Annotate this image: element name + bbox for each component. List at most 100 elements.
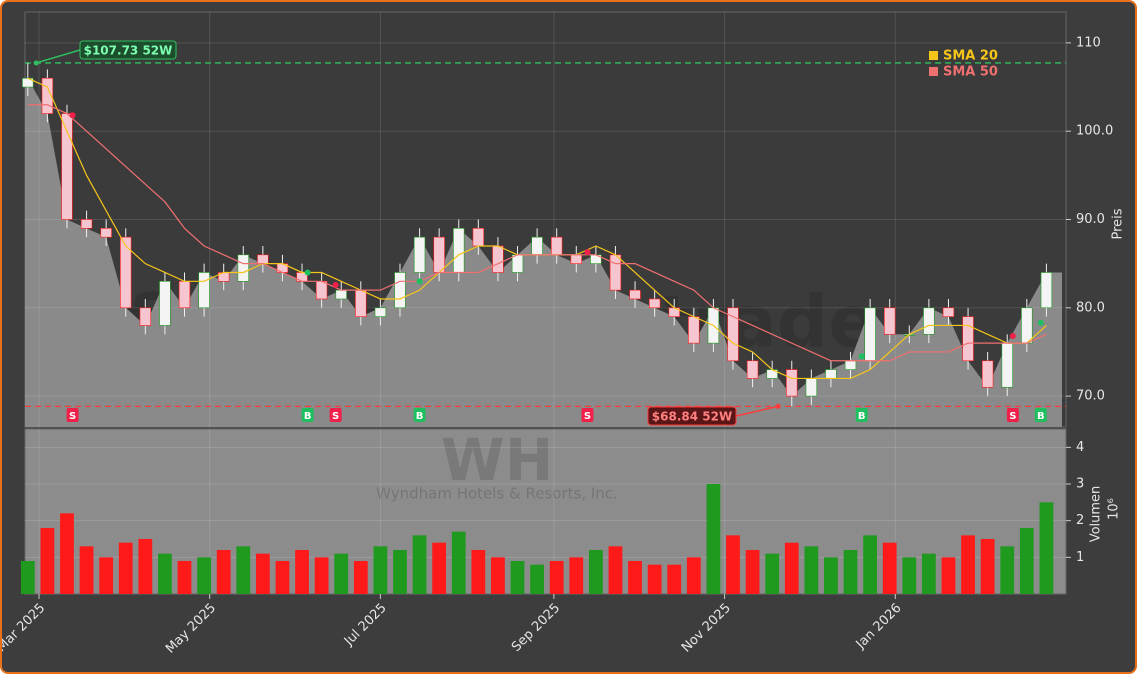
candle-body bbox=[648, 298, 661, 309]
candle-body bbox=[570, 254, 582, 264]
y-tick-label: 110 bbox=[1076, 35, 1101, 50]
volume-bar bbox=[158, 553, 172, 594]
arrow-head bbox=[775, 403, 781, 409]
signal-badge bbox=[413, 408, 426, 422]
annotation-arrow bbox=[35, 49, 81, 64]
candle-body bbox=[139, 307, 152, 326]
volume-bar bbox=[79, 546, 94, 594]
volume-bar bbox=[138, 539, 153, 594]
volume-bar bbox=[804, 546, 819, 594]
price-area bbox=[25, 78, 1062, 428]
candle-body bbox=[198, 272, 210, 309]
volume-bar bbox=[471, 550, 486, 594]
volume-bar bbox=[980, 539, 995, 594]
candle-body bbox=[923, 307, 935, 335]
candle-body bbox=[746, 360, 759, 379]
volume-bar bbox=[314, 557, 329, 594]
y-tick-label: 70.0 bbox=[1076, 389, 1105, 404]
volume-bar bbox=[843, 550, 858, 594]
legend-swatch bbox=[929, 67, 938, 76]
candle-body bbox=[472, 228, 485, 247]
y-axis-label: Preis bbox=[1111, 208, 1126, 239]
y-tick-label: 90.0 bbox=[1076, 212, 1105, 227]
annotation-box bbox=[647, 406, 737, 426]
signal-badge bbox=[329, 408, 342, 422]
volume-bar bbox=[921, 553, 936, 594]
x-tick-label: Sep 2025 bbox=[509, 601, 563, 655]
volume-bar bbox=[99, 557, 114, 594]
candle-body bbox=[962, 316, 974, 362]
x-tick-label: Jan 2026 bbox=[853, 601, 905, 653]
volume-bar bbox=[726, 535, 740, 594]
signal-label: S bbox=[1009, 411, 1016, 422]
volume-tick-label: 1 bbox=[1076, 550, 1084, 565]
candle-body bbox=[688, 316, 700, 344]
candle-body bbox=[492, 245, 504, 273]
signal-dot bbox=[1009, 333, 1016, 340]
candle-body bbox=[433, 236, 445, 273]
signal-dot bbox=[858, 353, 865, 360]
volume-bar bbox=[765, 553, 780, 594]
legend-label: SMA 20 bbox=[943, 49, 998, 64]
volume-bar bbox=[60, 513, 74, 594]
signal-badge bbox=[66, 408, 79, 422]
volume-bar bbox=[667, 564, 682, 594]
volume-bar bbox=[40, 528, 55, 594]
volume-tick-label: 2 bbox=[1076, 513, 1084, 528]
candle-body bbox=[511, 254, 524, 273]
candle-body bbox=[315, 281, 328, 300]
volume-bar bbox=[334, 553, 349, 594]
volume-bar bbox=[530, 564, 544, 594]
volume-bar bbox=[295, 550, 309, 594]
volume-bar bbox=[236, 546, 251, 594]
volume-bar bbox=[216, 550, 231, 594]
volume-tick-label: 3 bbox=[1076, 477, 1084, 492]
x-tick-label: Jul 2025 bbox=[341, 601, 390, 650]
signal-label: S bbox=[332, 411, 339, 422]
annotation-label: $107.73 52W bbox=[84, 44, 173, 58]
candle-body bbox=[825, 369, 837, 379]
candle-body bbox=[786, 369, 798, 397]
candle-body bbox=[159, 281, 171, 326]
candle-body bbox=[335, 289, 347, 300]
candle-body bbox=[609, 254, 622, 291]
signal-dot bbox=[304, 269, 311, 276]
volume-unit: 10⁶ bbox=[1107, 498, 1122, 520]
candle-body bbox=[629, 289, 641, 300]
volume-bar bbox=[393, 550, 407, 594]
candle-body bbox=[1021, 307, 1033, 344]
volume-bar bbox=[647, 564, 662, 594]
annotation-arrow bbox=[735, 405, 779, 417]
candle-body bbox=[1040, 272, 1053, 309]
ticker-watermark: WH bbox=[441, 426, 554, 494]
annotation-box bbox=[79, 40, 177, 60]
signal-label: S bbox=[69, 411, 76, 422]
signal-dot bbox=[1037, 319, 1044, 326]
sma-line bbox=[27, 104, 1047, 362]
candle-body bbox=[551, 236, 563, 256]
candle-body bbox=[41, 77, 54, 114]
candle-body bbox=[805, 378, 818, 397]
signal-badge bbox=[581, 408, 594, 422]
volume-bar bbox=[412, 535, 427, 594]
volume-bar bbox=[863, 535, 877, 594]
volume-bar bbox=[275, 561, 290, 594]
y-tick-label: 80.0 bbox=[1076, 300, 1105, 315]
candle-body bbox=[374, 307, 387, 317]
x-tick-label: May 2025 bbox=[163, 601, 219, 657]
volume-bar bbox=[1039, 502, 1054, 594]
x-tick-label: Mar 2025 bbox=[2, 601, 48, 655]
candle-body bbox=[178, 281, 191, 309]
candle-body bbox=[413, 236, 426, 273]
volume-bar bbox=[706, 484, 721, 594]
signal-label: B bbox=[1037, 411, 1045, 422]
signal-label: B bbox=[304, 411, 312, 422]
volume-bar bbox=[118, 542, 133, 594]
volume-bar bbox=[451, 531, 466, 594]
signal-badge bbox=[1006, 408, 1019, 422]
signal-badge bbox=[1034, 408, 1047, 422]
candle-body bbox=[355, 289, 367, 317]
volume-bar bbox=[569, 557, 584, 594]
volume-bar bbox=[961, 535, 975, 594]
signal-label: B bbox=[858, 411, 866, 422]
